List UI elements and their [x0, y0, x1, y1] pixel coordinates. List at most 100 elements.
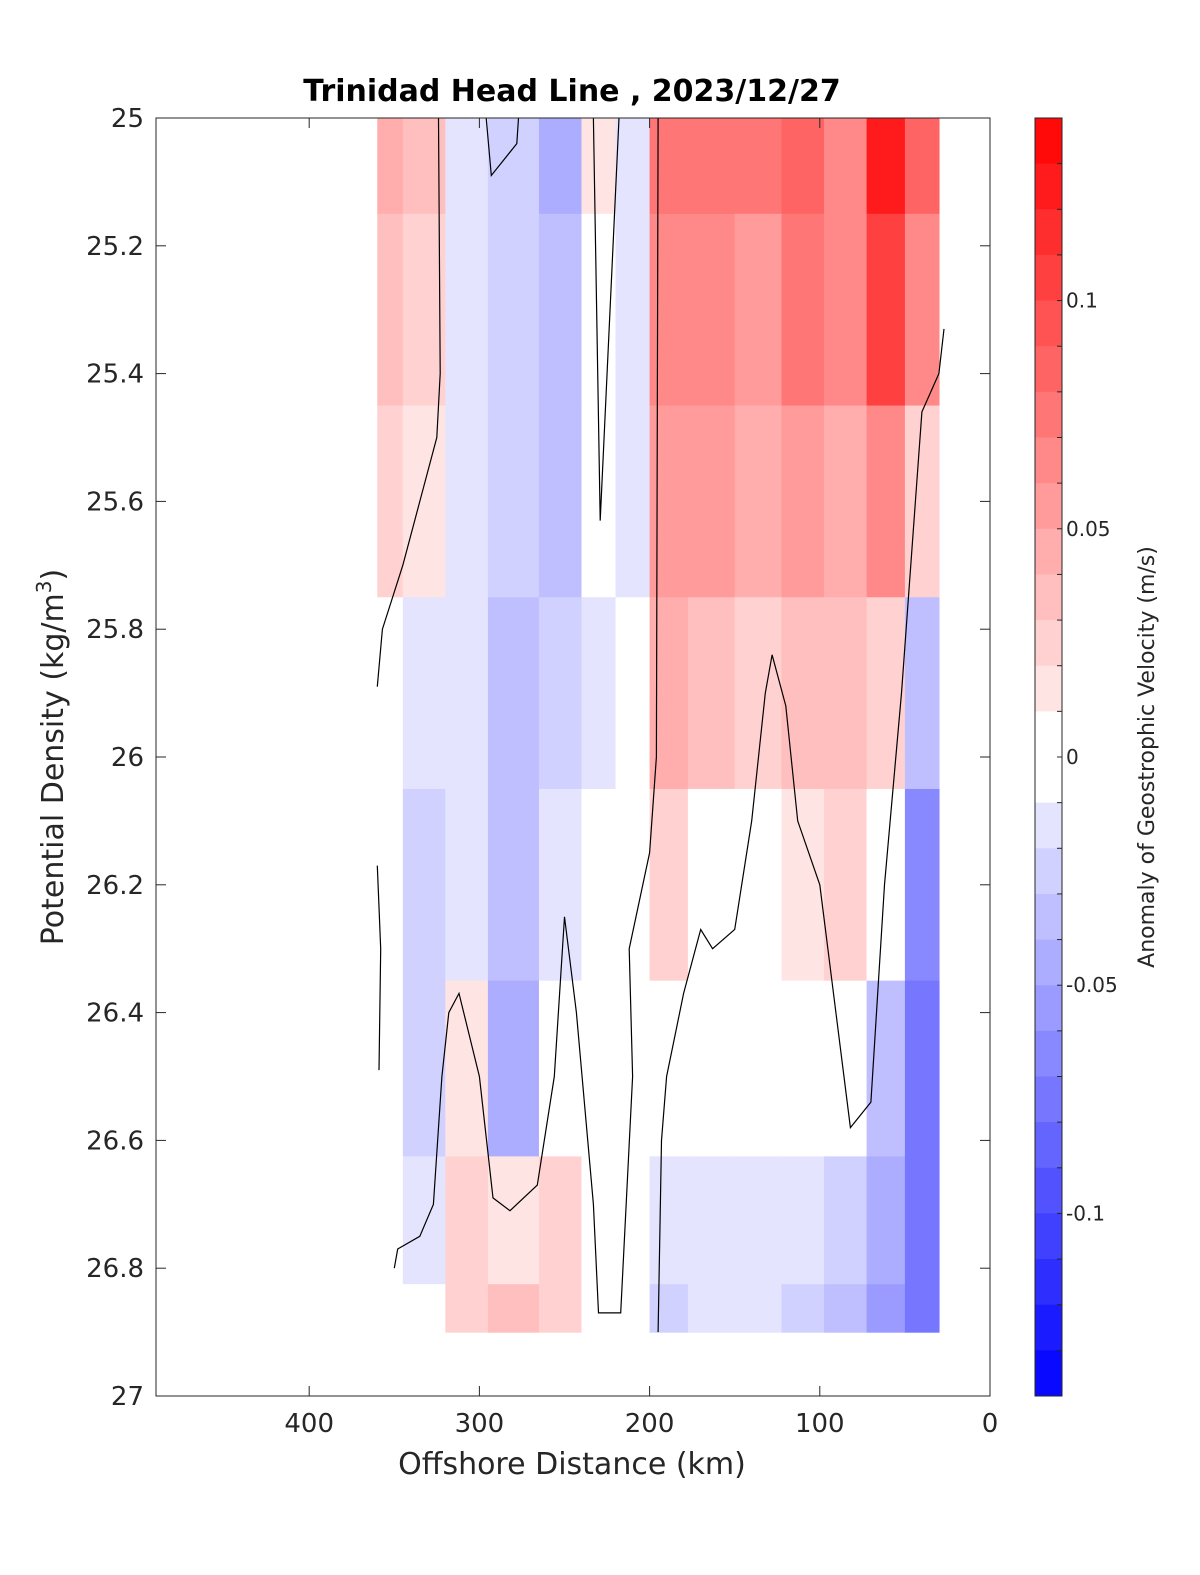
velocity-cell [615, 788, 651, 982]
colorbar [1035, 118, 1062, 1397]
velocity-cell [377, 1156, 404, 1285]
velocity-cell [402, 980, 446, 1157]
velocity-cell [487, 1284, 540, 1333]
velocity-cell [824, 597, 868, 790]
velocity-cell [615, 1156, 651, 1285]
zero-contour-line [376, 865, 382, 1071]
velocity-cell [445, 788, 489, 982]
velocity-cell [538, 1284, 583, 1333]
velocity-cell [649, 788, 689, 982]
colorbar-swatch [1035, 391, 1062, 438]
colorbar-swatch [1035, 848, 1062, 895]
velocity-cell [487, 405, 540, 598]
velocity-cell [445, 405, 489, 598]
velocity-cell [538, 405, 583, 598]
velocity-cell [687, 118, 736, 215]
chart-title: Trinidad Head Line , 2023/12/27 [303, 74, 840, 109]
velocity-cell [866, 1284, 906, 1333]
velocity-cell [824, 405, 868, 598]
velocity-cell [402, 788, 446, 982]
velocity-cell [649, 213, 689, 407]
colorbar-swatch [1035, 254, 1062, 302]
velocity-cell [824, 1156, 868, 1285]
velocity-cell [781, 980, 825, 1157]
velocity-cell [487, 597, 540, 790]
velocity-cell [445, 1156, 489, 1285]
velocity-cell [734, 788, 783, 982]
velocity-cell [824, 788, 868, 982]
y-tick-label: 25.4 [86, 360, 144, 390]
velocity-cell [649, 1156, 689, 1285]
velocity-cell [687, 405, 736, 598]
velocity-cell [538, 118, 583, 215]
x-tick-label: 300 [455, 1409, 505, 1439]
colorbar-frame [1034, 117, 1063, 1397]
velocity-cell [487, 980, 540, 1157]
colorbar-tick-label: 0 [1066, 745, 1079, 769]
velocity-cell [781, 1156, 825, 1285]
velocity-cell [866, 597, 906, 790]
colorbar-tick-label: 0.05 [1066, 517, 1111, 541]
velocity-cell [581, 788, 617, 982]
y-tick-label: 27 [111, 1382, 144, 1412]
y-axis: 25 25.2 25.4 25.6 25.8 26 26.2 26.4 26.6 26.8 27 [86, 104, 990, 1412]
colorbar-swatch [1035, 1213, 1062, 1260]
velocity-cell [734, 1156, 783, 1285]
velocity-cell [824, 118, 868, 215]
y-tick-label: 26.6 [86, 1126, 144, 1156]
x-tick-label: 200 [625, 1409, 675, 1439]
colorbar-swatch [1035, 1259, 1062, 1306]
velocity-cell [445, 980, 489, 1157]
x-tick-label: 400 [284, 1409, 334, 1439]
colorbar-ticks: 0.1 0.05 0 -0.05 -0.1 [1066, 289, 1118, 1226]
velocity-cell [866, 788, 906, 982]
colorbar-swatch [1035, 620, 1062, 667]
y-tick-label: 25.8 [86, 615, 144, 645]
velocity-cell [687, 213, 736, 407]
colorbar-swatch [1035, 802, 1062, 849]
velocity-cell [377, 213, 404, 407]
velocity-cell [581, 1156, 617, 1285]
velocity-cell [824, 1284, 868, 1333]
velocity-cell [904, 788, 940, 982]
velocity-cell [904, 118, 940, 215]
colorbar-swatch [1035, 893, 1062, 941]
velocity-cell [649, 405, 689, 598]
colorbar-swatch [1035, 1122, 1062, 1169]
colorbar-swatch [1035, 346, 1062, 393]
velocity-cell [402, 405, 446, 598]
colorbar-swatch [1035, 985, 1062, 1032]
zero-contours [376, 118, 945, 1333]
velocity-cell [866, 118, 906, 215]
velocity-cell [377, 405, 404, 598]
colorbar-swatch [1035, 1030, 1062, 1077]
colorbar-swatch [1035, 528, 1062, 575]
velocity-cell [377, 597, 404, 790]
colorbar-swatch [1035, 118, 1062, 165]
velocity-cell [538, 597, 583, 790]
colorbar-swatch [1035, 300, 1062, 347]
velocity-cell [581, 118, 617, 215]
colorbar-tick-label: -0.05 [1066, 973, 1118, 997]
velocity-cell [687, 1284, 736, 1333]
zero-contour-line [657, 328, 945, 1333]
velocity-cell [445, 213, 489, 407]
velocity-cell [904, 213, 940, 407]
velocity-cell [487, 118, 540, 215]
velocity-cell [781, 597, 825, 790]
velocity-cell [866, 405, 906, 598]
velocity-cell [649, 980, 689, 1157]
velocity-cell [487, 1156, 540, 1285]
velocity-cell [687, 1156, 736, 1285]
y-tick-label: 26.2 [86, 871, 144, 901]
velocity-cell [904, 597, 940, 790]
colorbar-swatch [1035, 1304, 1062, 1351]
colorbar-swatch [1035, 209, 1062, 256]
y-axis-label-end: ) [36, 569, 71, 581]
velocity-cell [581, 980, 617, 1157]
velocity-cell [734, 980, 783, 1157]
zero-contour-line [592, 118, 620, 521]
y-axis-label-base: Potential Density (kg/m [36, 593, 71, 945]
velocity-cell [824, 213, 868, 407]
x-tick-label: 100 [795, 1409, 845, 1439]
